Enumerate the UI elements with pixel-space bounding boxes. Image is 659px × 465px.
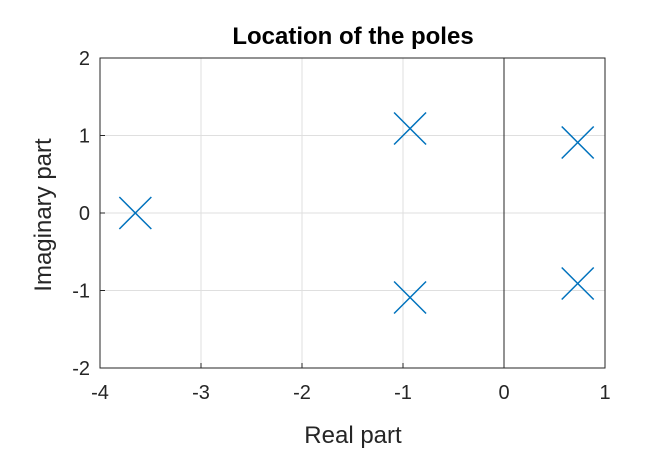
pole-markers bbox=[118, 111, 595, 315]
y-axis-label: Imaginary part bbox=[30, 138, 57, 292]
x-axis-label: Real part bbox=[304, 422, 402, 449]
pole-marker-stroke bbox=[561, 266, 595, 301]
pole-marker bbox=[118, 196, 152, 230]
y-tick-label: -1 bbox=[72, 281, 90, 303]
pole-marker bbox=[393, 280, 427, 315]
x-tick-label: -3 bbox=[192, 382, 210, 404]
x-tick-label: 1 bbox=[599, 382, 610, 404]
x-tick-label: 0 bbox=[498, 382, 509, 404]
y-tick-label: 2 bbox=[79, 48, 90, 70]
pole-marker-stroke bbox=[118, 196, 152, 230]
y-tick-label: 1 bbox=[79, 126, 90, 148]
y-tick-label: 0 bbox=[79, 203, 90, 225]
x-axis-ticks: -4 -3 -2 -1 0 1 bbox=[91, 363, 611, 404]
grid-lines bbox=[99, 57, 606, 369]
x-tick-label: -2 bbox=[293, 382, 311, 404]
pole-marker bbox=[561, 125, 595, 160]
pole-marker bbox=[561, 266, 595, 301]
y-tick-label: -2 bbox=[72, 358, 90, 380]
pole-marker-stroke bbox=[393, 280, 427, 315]
pole-marker bbox=[393, 111, 427, 146]
pole-marker-stroke bbox=[393, 111, 427, 146]
x-tick-label: -4 bbox=[91, 382, 109, 404]
x-tick-label: -1 bbox=[394, 382, 412, 404]
pole-marker-stroke bbox=[561, 125, 595, 160]
chart-title: Location of the poles bbox=[232, 23, 473, 50]
y-axis-ticks: -2 -1 0 1 2 bbox=[72, 48, 105, 380]
